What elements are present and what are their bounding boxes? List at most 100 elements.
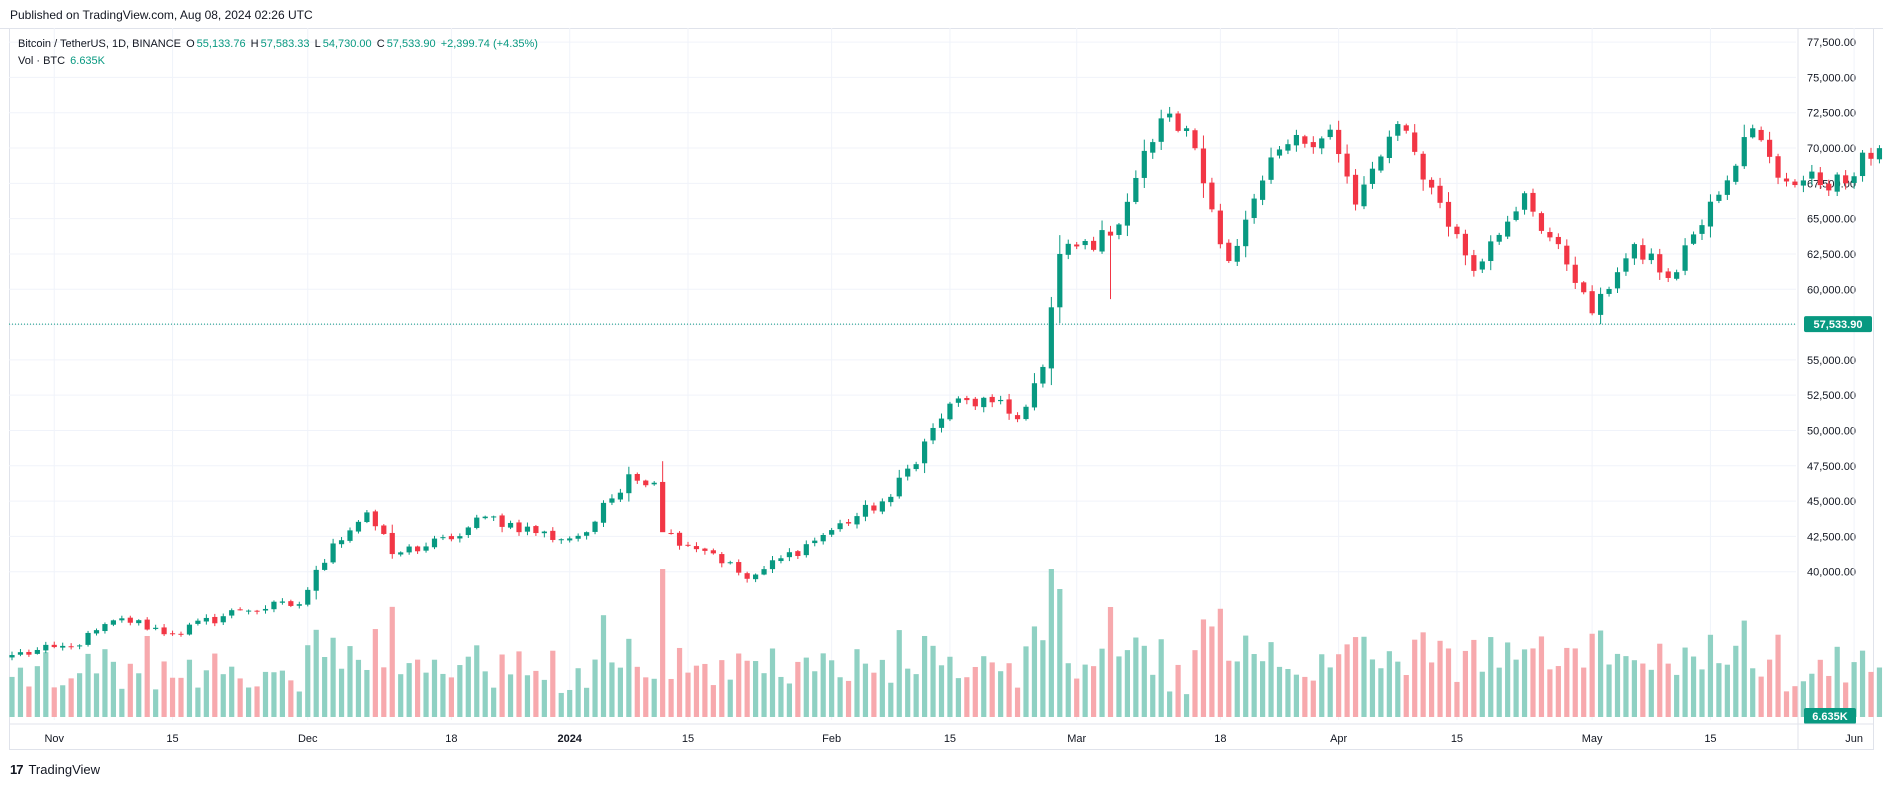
last-volume-label: 6.635K	[1812, 711, 1848, 723]
candle-body	[77, 645, 83, 647]
volume-bar	[1403, 675, 1409, 717]
candle-body	[1158, 118, 1164, 142]
y-tick-label: 77,500.00	[1807, 37, 1856, 49]
candle-body	[1412, 132, 1418, 152]
candle-body	[626, 474, 632, 494]
volume-bar	[279, 670, 285, 717]
volume-bar	[1631, 660, 1637, 717]
candle-body	[778, 558, 784, 562]
low-label: L	[314, 38, 321, 50]
candle-body	[60, 645, 66, 648]
volume-bar	[1057, 589, 1063, 717]
volume-bar	[584, 687, 590, 717]
volume-bar	[1843, 682, 1849, 717]
volume-bar	[1454, 681, 1460, 717]
volume-bar	[660, 569, 666, 717]
volume-bar	[288, 680, 294, 717]
candle-body	[1606, 288, 1612, 294]
candle-body	[161, 627, 167, 635]
brand-name: TradingView	[28, 762, 101, 777]
y-tick-label: 50,000.00	[1807, 425, 1856, 437]
candle-body	[888, 496, 894, 503]
volume-bar	[169, 677, 176, 717]
volume-bar	[1429, 662, 1435, 717]
candle-body	[102, 624, 108, 632]
volume-bar	[1665, 663, 1671, 717]
volume-bar	[820, 653, 826, 717]
candle-body	[719, 554, 725, 564]
volume-bar	[879, 659, 885, 717]
candle-body	[1690, 234, 1697, 244]
candle-body	[947, 403, 953, 420]
candle-body	[1581, 282, 1587, 293]
volume-bar	[862, 663, 869, 717]
volume-bar	[220, 674, 226, 717]
volume-bar	[1445, 648, 1452, 717]
candle-body	[1733, 165, 1739, 182]
candle-body	[51, 644, 57, 648]
x-tick-label: 15	[682, 733, 694, 745]
volume-bar	[541, 679, 547, 717]
candle-body	[1403, 125, 1409, 131]
candle-body	[1369, 168, 1376, 184]
volume-bar	[1792, 686, 1798, 717]
candle-body	[795, 551, 801, 557]
candle-body	[1547, 232, 1553, 238]
candle-body	[1767, 139, 1773, 157]
volume-bar	[1251, 654, 1257, 717]
volume-bar	[1268, 642, 1274, 717]
candle-body	[254, 610, 260, 612]
candle-body	[676, 532, 683, 546]
volume-bar	[1513, 659, 1519, 717]
candle-body	[288, 601, 294, 606]
candle-body	[1724, 180, 1730, 195]
volume-bar	[1767, 659, 1773, 717]
footer-brand[interactable]: 17 TradingView	[10, 762, 100, 777]
candle-body	[43, 644, 49, 651]
volume-bar	[1800, 681, 1806, 717]
candle-body	[1023, 406, 1029, 420]
candle-body	[1758, 129, 1764, 141]
candle-body	[1057, 253, 1063, 308]
volume-bar	[567, 689, 573, 717]
candle-body	[271, 601, 277, 610]
candle-body	[803, 544, 809, 556]
volume-bar	[17, 667, 24, 717]
candle-body	[600, 502, 607, 523]
volume-bar	[398, 674, 404, 717]
volume-bar	[1834, 646, 1840, 717]
volume-bar	[1285, 668, 1291, 717]
candle-body	[448, 536, 454, 540]
y-tick-label: 67,500.00	[1807, 178, 1856, 190]
candle-body	[186, 624, 193, 635]
volume-bar	[1243, 635, 1249, 717]
volume-bar	[550, 650, 556, 717]
candle-body	[237, 609, 243, 611]
volume-legend-row: Vol · BTC 6.635K	[18, 53, 540, 70]
candle-body	[229, 610, 235, 616]
open-label: O	[186, 38, 195, 50]
volume-bar	[102, 649, 108, 717]
volume-bar	[1302, 676, 1308, 717]
candle-body	[406, 546, 412, 553]
volume-bar	[68, 678, 74, 717]
candle-body	[1251, 198, 1257, 218]
candle-body	[1319, 138, 1325, 149]
volume-bar	[507, 674, 514, 717]
candle-body	[1327, 129, 1333, 138]
candle-body	[1538, 213, 1545, 231]
volume-bar	[651, 678, 657, 717]
volume-bar	[786, 683, 792, 717]
volume-bar	[1505, 642, 1511, 717]
volume-bar	[516, 651, 522, 717]
volume-bar	[262, 671, 269, 717]
candle-body	[1631, 244, 1637, 259]
candle-body	[575, 535, 581, 539]
candle-body	[457, 536, 463, 539]
candle-body	[651, 482, 657, 485]
volume-bar	[1133, 637, 1139, 717]
volume-bar	[136, 673, 142, 717]
chart-legend: Bitcoin / TetherUS, 1D, BINANCE O 55,133.…	[18, 36, 540, 70]
volume-bar	[702, 663, 708, 717]
